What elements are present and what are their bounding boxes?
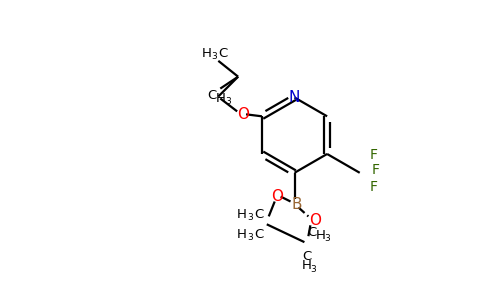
Text: 3: 3 xyxy=(247,213,253,222)
Text: 3: 3 xyxy=(310,266,316,274)
Text: O: O xyxy=(271,189,283,204)
Text: O: O xyxy=(237,107,249,122)
Text: O: O xyxy=(309,213,321,228)
Text: H: H xyxy=(237,228,247,241)
Text: F: F xyxy=(370,148,378,162)
Text: C: C xyxy=(302,250,311,262)
Text: H: H xyxy=(237,208,247,221)
Text: 3: 3 xyxy=(247,233,253,242)
Text: H: H xyxy=(316,229,325,242)
Text: F: F xyxy=(372,163,379,177)
Text: C: C xyxy=(219,47,228,60)
Text: N: N xyxy=(289,90,300,105)
Text: H: H xyxy=(215,92,225,105)
Text: H: H xyxy=(302,260,311,272)
Text: F: F xyxy=(370,180,378,194)
Text: C: C xyxy=(208,89,217,102)
Text: C: C xyxy=(254,208,263,221)
Text: H: H xyxy=(201,47,212,60)
Text: C: C xyxy=(254,228,263,241)
Text: C: C xyxy=(308,226,317,239)
Text: 3: 3 xyxy=(226,97,231,106)
Text: 3: 3 xyxy=(212,52,217,62)
Text: B: B xyxy=(291,197,302,212)
Text: 3: 3 xyxy=(324,234,330,243)
